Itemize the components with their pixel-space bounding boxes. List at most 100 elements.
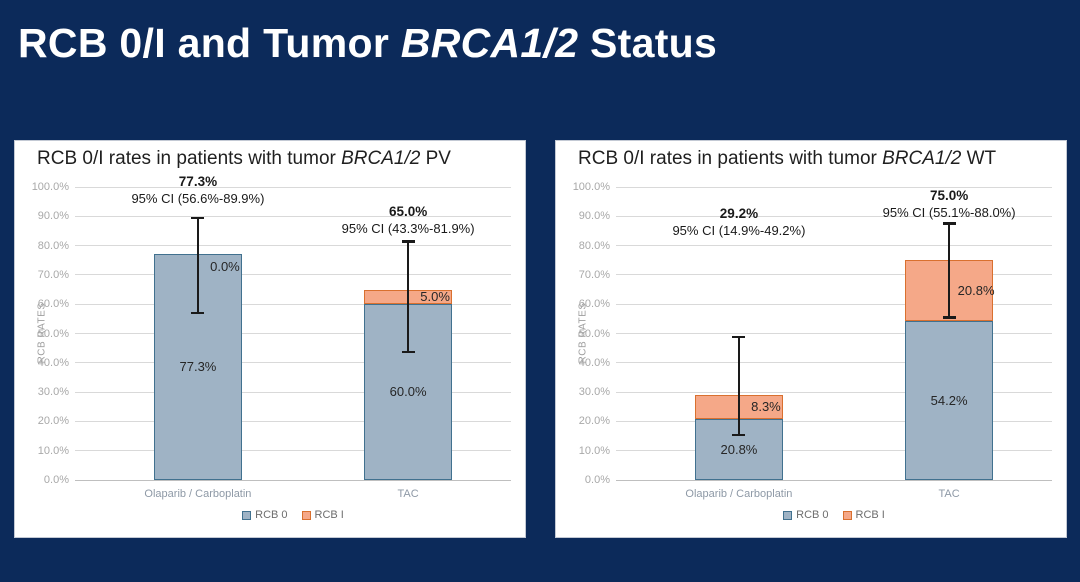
chart-panel-brca-wt: RCB 0/I rates in patients with tumor BRC… — [555, 140, 1067, 538]
bar-segment-value-label: 20.8% — [957, 282, 995, 298]
slide-title-suffix: Status — [578, 20, 718, 66]
gridline — [75, 303, 511, 305]
error-bar-line — [196, 216, 200, 315]
y-axis-tick-label: 20.0% — [37, 415, 69, 428]
gridline — [75, 479, 511, 481]
gridline — [616, 420, 1052, 422]
error-bar-cap — [942, 222, 956, 225]
error-bar-line — [737, 335, 741, 437]
chart-title-text: RCB 0/I rates in patients with tumor — [37, 148, 342, 169]
bar-segment-rcb0 — [905, 321, 994, 480]
gridline — [75, 245, 511, 247]
chart-title: RCB 0/I rates in patients with tumor BRC… — [37, 148, 451, 170]
legend-label: RCB I — [314, 509, 344, 521]
x-axis-category-label: TAC — [397, 488, 419, 500]
y-axis-tick-label: 80.0% — [37, 239, 69, 252]
x-axis-category-label: Olaparib / Carboplatin — [685, 488, 793, 500]
y-axis-tick-label: 30.0% — [578, 386, 610, 399]
confidence-interval: 95% CI (55.1%-88.0%) — [882, 205, 1016, 220]
gridline — [75, 362, 511, 364]
y-axis-tick-label: 0.0% — [43, 474, 69, 486]
error-bar-cap — [191, 311, 205, 315]
chart-title-gene: BRCA1/2 — [882, 148, 962, 169]
error-bar-cap — [401, 350, 415, 354]
bar-segment-value-label: 8.3% — [751, 398, 781, 414]
error-bar-cap — [732, 335, 746, 339]
legend-swatch-rcb1 — [301, 510, 311, 520]
y-axis-tick-label: 60.0% — [578, 298, 610, 311]
total-value: 75.0% — [929, 188, 969, 203]
bar-segment-value-label: 77.3% — [179, 358, 217, 374]
y-axis-tick-label: 30.0% — [37, 386, 69, 399]
gridline — [75, 215, 511, 217]
gridline — [75, 420, 511, 422]
y-axis-tick-label: 20.0% — [578, 415, 610, 428]
gridline — [75, 186, 511, 188]
chart-title-text: RCB 0/I rates in patients with tumor — [578, 148, 883, 169]
legend-swatch-rcb0 — [783, 510, 793, 520]
chart-title-gene: BRCA1/2 — [341, 148, 421, 169]
slide-title-prefix: RCB 0/I and Tumor — [18, 20, 401, 66]
plot-area: 77.3% 0.0% 77.3% 95% CI (56.6%-89.9%) 60.0% 5… — [75, 174, 511, 481]
gridline — [616, 362, 1052, 364]
legend-swatch-rcb0 — [242, 510, 252, 520]
gridline — [75, 333, 511, 334]
chart-title-suffix: WT — [961, 148, 997, 169]
y-axis-tick-label: 10.0% — [578, 444, 610, 457]
y-axis-tick-label: 50.0% — [37, 327, 69, 340]
bar-total-annotation: 65.0% 95% CI (43.3%-81.9%) — [293, 203, 523, 237]
y-axis-tick-label: 90.0% — [37, 210, 69, 223]
legend-label: RCB 0 — [255, 509, 288, 521]
gridline — [616, 245, 1052, 247]
gridline — [616, 215, 1052, 217]
gridline — [616, 479, 1052, 481]
chart-title: RCB 0/I rates in patients with tumor BRC… — [578, 148, 996, 170]
bar-segment-value-label: 60.0% — [389, 384, 427, 400]
legend-item: RCB 0 — [242, 509, 288, 521]
y-axis-tick-label: 80.0% — [578, 239, 610, 252]
total-value: 77.3% — [178, 174, 218, 189]
slide-title-gene: BRCA1/2 — [400, 20, 579, 66]
y-axis-tick-label: 40.0% — [578, 356, 610, 369]
total-value: 29.2% — [719, 206, 759, 221]
error-bar-cap — [732, 433, 746, 437]
y-axis-tick-label: 100.0% — [31, 181, 69, 193]
y-axis-tick-label: 90.0% — [578, 210, 610, 223]
error-bar-cap — [401, 240, 415, 243]
legend: RCB 0 RCB I — [75, 509, 511, 521]
gridline — [75, 391, 511, 393]
legend-item: RCB I — [301, 509, 344, 521]
gridline — [616, 391, 1052, 393]
y-axis-tick-label: 50.0% — [578, 327, 610, 340]
legend-label: RCB 0 — [796, 509, 829, 521]
legend-swatch-rcb1 — [842, 510, 852, 520]
x-axis-category-label: TAC — [938, 488, 960, 500]
y-axis-tick-label: 60.0% — [37, 298, 69, 311]
y-axis-tick-label: 0.0% — [584, 474, 610, 486]
gridline — [616, 450, 1052, 452]
error-bar-line — [947, 222, 951, 319]
confidence-interval: 95% CI (14.9%-49.2%) — [672, 223, 806, 238]
confidence-interval: 95% CI (56.6%-89.9%) — [131, 191, 265, 206]
error-bar-line — [406, 240, 410, 354]
gridline — [616, 303, 1052, 305]
gridline — [75, 450, 511, 452]
error-bar-cap — [942, 316, 956, 319]
x-axis-category-label: Olaparib / Carboplatin — [144, 488, 252, 500]
legend-label: RCB I — [855, 509, 885, 521]
legend-item: RCB 0 — [783, 509, 829, 521]
bar-total-annotation: 75.0% 95% CI (55.1%-88.0%) — [834, 187, 1064, 221]
slide-title: RCB 0/I and Tumor BRCA1/2 Status — [18, 20, 717, 67]
bar-total-annotation: 29.2% 95% CI (14.9%-49.2%) — [624, 205, 854, 239]
total-value: 65.0% — [388, 204, 428, 219]
y-axis-tick-label: 10.0% — [37, 444, 69, 457]
chart-title-suffix: PV — [420, 148, 451, 169]
bar-segment-value-label: 0.0% — [210, 258, 240, 274]
bar-segment-value-label: 20.8% — [720, 441, 758, 457]
gridline — [616, 186, 1052, 188]
error-bar-cap — [191, 216, 205, 220]
gridline — [616, 333, 1052, 334]
legend: RCB 0 RCB I — [616, 509, 1052, 521]
y-axis-tick-label: 40.0% — [37, 356, 69, 369]
y-axis-tick-label: 70.0% — [578, 268, 610, 281]
